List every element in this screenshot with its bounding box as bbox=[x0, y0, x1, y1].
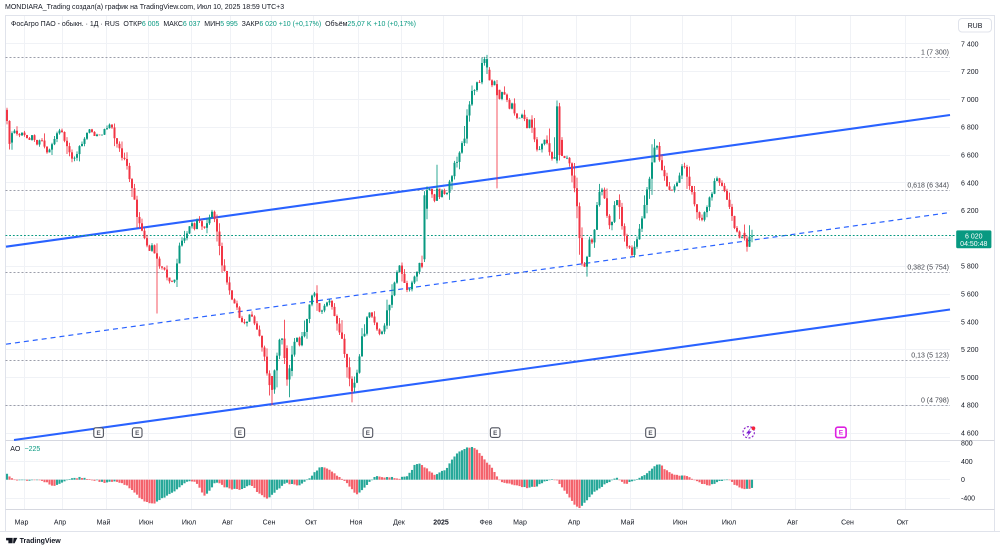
svg-text:Сен: Сен bbox=[263, 520, 276, 527]
svg-text:5 400: 5 400 bbox=[961, 319, 979, 326]
svg-text:6 600: 6 600 bbox=[961, 153, 979, 160]
svg-text:800: 800 bbox=[961, 440, 973, 447]
svg-text:0,382 (5 754): 0,382 (5 754) bbox=[907, 264, 949, 271]
svg-text:6 400: 6 400 bbox=[961, 180, 979, 187]
svg-text:Май: Май bbox=[97, 519, 111, 527]
svg-text:Май: Май bbox=[621, 519, 635, 527]
svg-text:0 (4 798): 0 (4 798) bbox=[921, 397, 949, 404]
svg-text:4 800: 4 800 bbox=[961, 403, 979, 410]
svg-text:Июн: Июн bbox=[673, 520, 687, 527]
svg-text:Ноя: Ноя bbox=[350, 520, 363, 527]
svg-text:TradingView: TradingView bbox=[20, 538, 62, 545]
svg-text:6 200: 6 200 bbox=[961, 208, 979, 215]
svg-text:0,618 (6 344): 0,618 (6 344) bbox=[907, 182, 949, 189]
svg-text:E: E bbox=[366, 430, 370, 437]
svg-text:Мар: Мар bbox=[15, 520, 29, 527]
svg-text:E: E bbox=[839, 430, 844, 437]
svg-text:Авг: Авг bbox=[222, 520, 233, 527]
svg-text:E: E bbox=[648, 430, 652, 437]
svg-text:400: 400 bbox=[961, 459, 973, 466]
svg-text:7 400: 7 400 bbox=[961, 41, 979, 48]
svg-text:04:50:48: 04:50:48 bbox=[960, 241, 987, 248]
svg-text:5 000: 5 000 bbox=[961, 375, 979, 382]
svg-text:Сен: Сен bbox=[841, 520, 854, 527]
svg-text:E: E bbox=[96, 430, 100, 437]
svg-text:Мар: Мар bbox=[513, 520, 527, 527]
svg-text:Апр: Апр bbox=[54, 520, 66, 527]
svg-text:7 000: 7 000 bbox=[961, 97, 979, 104]
svg-text:5 800: 5 800 bbox=[961, 264, 979, 271]
svg-text:Авг: Авг bbox=[787, 520, 798, 527]
svg-text:Окт: Окт bbox=[305, 520, 318, 527]
svg-text:0,13 (5 123): 0,13 (5 123) bbox=[911, 352, 949, 359]
svg-text:Июл: Июл bbox=[722, 520, 736, 527]
svg-text:6 800: 6 800 bbox=[961, 125, 979, 132]
svg-text:AO: AO bbox=[10, 446, 21, 453]
svg-text:−225: −225 bbox=[25, 446, 41, 453]
svg-text:Апр: Апр bbox=[568, 520, 580, 527]
svg-text:E: E bbox=[238, 430, 242, 437]
svg-text:7 200: 7 200 bbox=[961, 69, 979, 76]
svg-text:Фев: Фев bbox=[480, 520, 493, 527]
svg-text:Дек: Дек bbox=[393, 520, 406, 527]
svg-text:4 600: 4 600 bbox=[961, 431, 979, 438]
svg-text:Июл: Июл bbox=[182, 520, 196, 527]
svg-text:Окт: Окт bbox=[897, 520, 910, 527]
svg-text:6 020: 6 020 bbox=[965, 233, 983, 240]
svg-text:5 600: 5 600 bbox=[961, 292, 979, 299]
svg-text:RUB: RUB bbox=[968, 23, 983, 30]
svg-text:Июн: Июн bbox=[139, 520, 153, 527]
svg-text:-400: -400 bbox=[961, 496, 975, 503]
svg-text:2025: 2025 bbox=[433, 520, 449, 527]
svg-text:1 (7 300): 1 (7 300) bbox=[921, 49, 949, 56]
svg-text:E: E bbox=[135, 430, 139, 437]
svg-text:E: E bbox=[493, 430, 497, 437]
svg-text:0: 0 bbox=[961, 477, 965, 484]
svg-text:5 200: 5 200 bbox=[961, 347, 979, 354]
